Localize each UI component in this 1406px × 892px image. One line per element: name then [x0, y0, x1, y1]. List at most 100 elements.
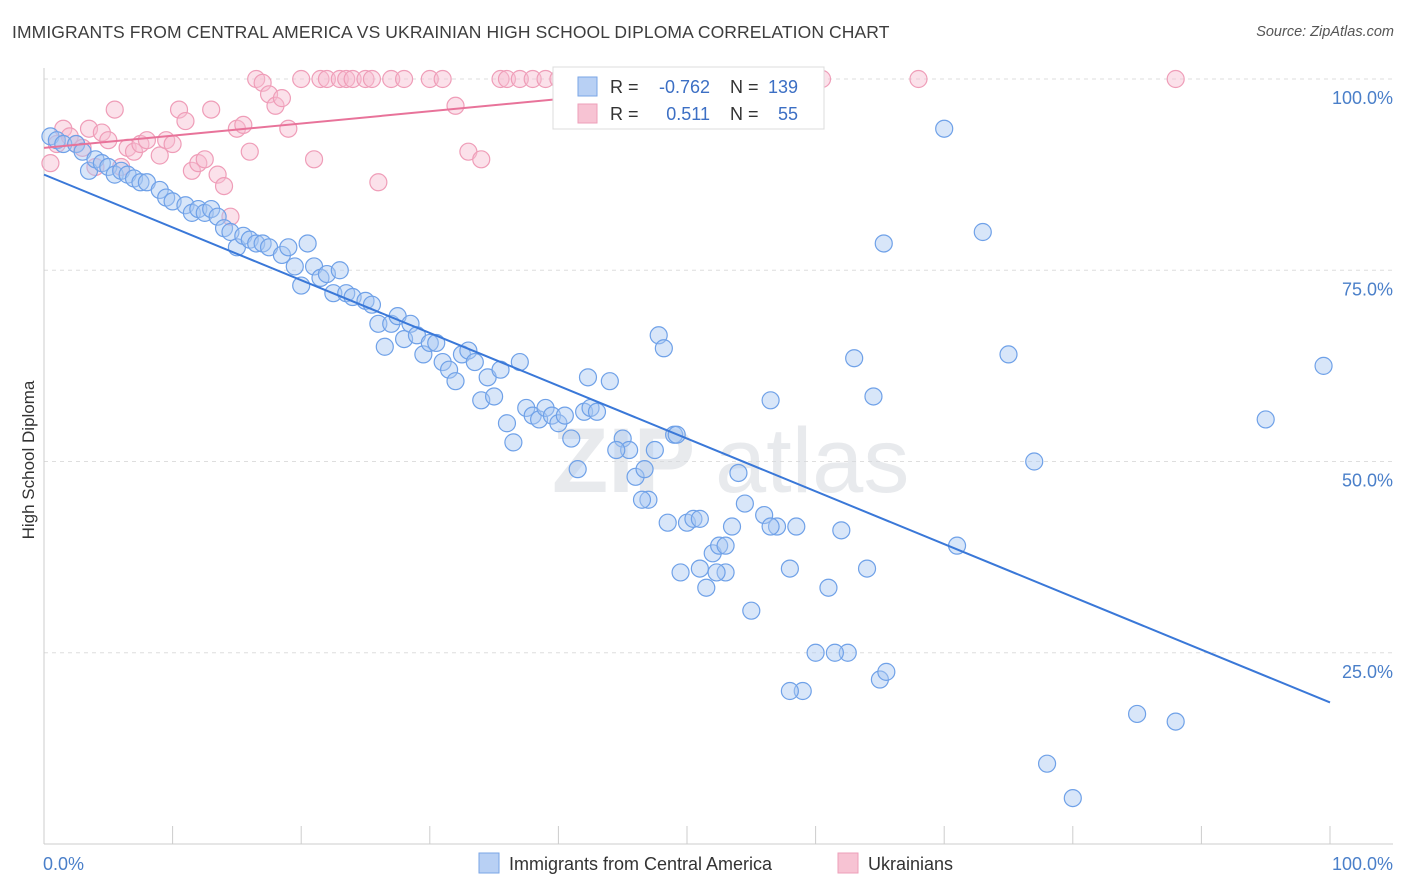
point-ukrainians-46 [369, 173, 388, 192]
point-central-america-127 [1166, 712, 1185, 731]
point-ukrainians-53 [472, 150, 491, 169]
y-tick-label-50: 50.0% [1342, 471, 1393, 491]
point-central-america-85 [635, 460, 654, 479]
point-central-america-136 [716, 536, 735, 555]
source-credit: Source: ZipAtlas.com [1256, 24, 1394, 40]
point-central-america-126 [1127, 704, 1147, 724]
point-ukrainians-18 [163, 134, 182, 154]
point-central-america-124 [1037, 754, 1057, 773]
point-ukrainians-26 [214, 177, 234, 196]
point-ukrainians-71 [909, 69, 928, 89]
point-ukrainians-51 [446, 96, 465, 115]
point-ukrainians-27 [221, 207, 240, 226]
point-ukrainians-48 [394, 69, 414, 89]
point-central-america-61 [465, 352, 484, 372]
point-ukrainians-44 [356, 69, 375, 89]
point-central-america-139 [632, 490, 652, 509]
point-central-america-98 [710, 536, 729, 555]
point-central-america-47 [375, 337, 394, 356]
point-central-america-125 [1063, 788, 1082, 808]
point-central-america-108 [787, 517, 806, 536]
point-ukrainians-19 [169, 100, 189, 119]
point-ukrainians-50 [433, 69, 452, 89]
point-central-america-119 [935, 119, 954, 138]
point-central-america-89 [654, 339, 673, 358]
point-central-america-46 [369, 314, 388, 333]
point-ukrainians-49 [420, 69, 439, 89]
point-ukrainians-23 [195, 150, 214, 169]
point-ukrainians-29 [234, 115, 253, 135]
stats-swatch-pink [577, 103, 598, 124]
point-ukrainians-56 [510, 69, 529, 89]
point-ukrainians-24 [202, 100, 221, 119]
point-central-america-64 [485, 387, 504, 406]
point-central-america-36 [298, 234, 317, 253]
point-ukrainians-72 [1166, 69, 1185, 89]
point-central-america-96 [697, 578, 716, 597]
legend-label-central-america: Immigrants from Central America [509, 854, 773, 874]
point-central-america-95 [690, 559, 709, 578]
point-ukrainians-0 [41, 154, 60, 173]
point-ukrainians-57 [523, 69, 542, 89]
point-central-america-122 [999, 345, 1018, 364]
point-ukrainians-36 [279, 119, 298, 138]
point-ukrainians-55 [497, 69, 517, 89]
point-central-america-41 [330, 261, 349, 280]
point-ukrainians-40 [317, 69, 337, 89]
point-central-america-114 [845, 349, 864, 368]
point-central-america-135 [707, 563, 726, 582]
axes [43, 68, 1393, 845]
legend-swatch-ukrainians [837, 852, 859, 874]
point-ukrainians-35 [272, 89, 292, 108]
point-central-america-66 [497, 414, 517, 433]
point-central-america-115 [857, 559, 877, 578]
point-central-america-129 [1314, 356, 1333, 375]
legend-label-ukrainians: Ukrainians [868, 854, 953, 874]
x-tick-labels: 0.0% 100.0% [43, 854, 1393, 874]
point-central-america-79 [578, 368, 598, 387]
point-ukrainians-30 [240, 142, 259, 161]
chart-title: IMMIGRANTS FROM CENTRAL AMERICA VS UKRAI… [12, 22, 890, 42]
point-central-america-131 [568, 460, 587, 479]
point-central-america-100 [722, 517, 742, 536]
y-tick-label-25: 25.0% [1342, 662, 1393, 682]
stats-n-label-1: N = [730, 77, 759, 97]
point-central-america-113 [838, 643, 857, 662]
point-central-america-106 [767, 517, 787, 536]
point-central-america-111 [819, 578, 838, 597]
point-central-america-132 [607, 440, 626, 460]
point-central-america-102 [735, 494, 754, 513]
watermark: ZIP atlas [552, 410, 909, 512]
x-tick-label-max: 100.0% [1332, 854, 1393, 874]
point-central-america-92 [671, 563, 690, 582]
point-ukrainians-41 [330, 69, 349, 89]
point-ukrainians-38 [304, 150, 324, 169]
y-tick-label-100: 100.0% [1332, 88, 1393, 108]
point-central-america-140 [825, 643, 844, 662]
point-central-america-34 [285, 257, 304, 276]
point-ukrainians-15 [137, 131, 156, 150]
point-central-america-75 [555, 406, 574, 425]
point-central-america-87 [645, 440, 664, 460]
point-central-america-58 [446, 372, 465, 391]
point-central-america-128 [1256, 410, 1275, 429]
point-central-america-83 [620, 440, 639, 460]
stats-n-label-2: N = [730, 104, 759, 124]
point-central-america-33 [279, 238, 298, 257]
point-central-america-110 [806, 643, 825, 662]
point-central-america-130 [874, 234, 893, 253]
point-central-america-103 [742, 601, 761, 620]
point-ukrainians-25 [208, 165, 227, 184]
point-central-america-112 [832, 521, 851, 540]
point-ukrainians-37 [292, 69, 311, 89]
point-ukrainians-39 [311, 69, 330, 89]
point-ukrainians-16 [150, 146, 169, 165]
point-central-america-86 [639, 490, 658, 509]
trend-line-central-america [43, 173, 1331, 704]
y-tick-labels: 25.0% 50.0% 75.0% 100.0% [1332, 88, 1393, 682]
point-central-america-105 [761, 391, 780, 410]
stats-legend-box: R = -0.762 N = 139 R = 0.511 N = 55 [552, 66, 825, 130]
point-central-america-57 [439, 360, 459, 379]
point-central-america-137 [761, 517, 780, 536]
watermark-zip: ZIP [552, 410, 695, 512]
